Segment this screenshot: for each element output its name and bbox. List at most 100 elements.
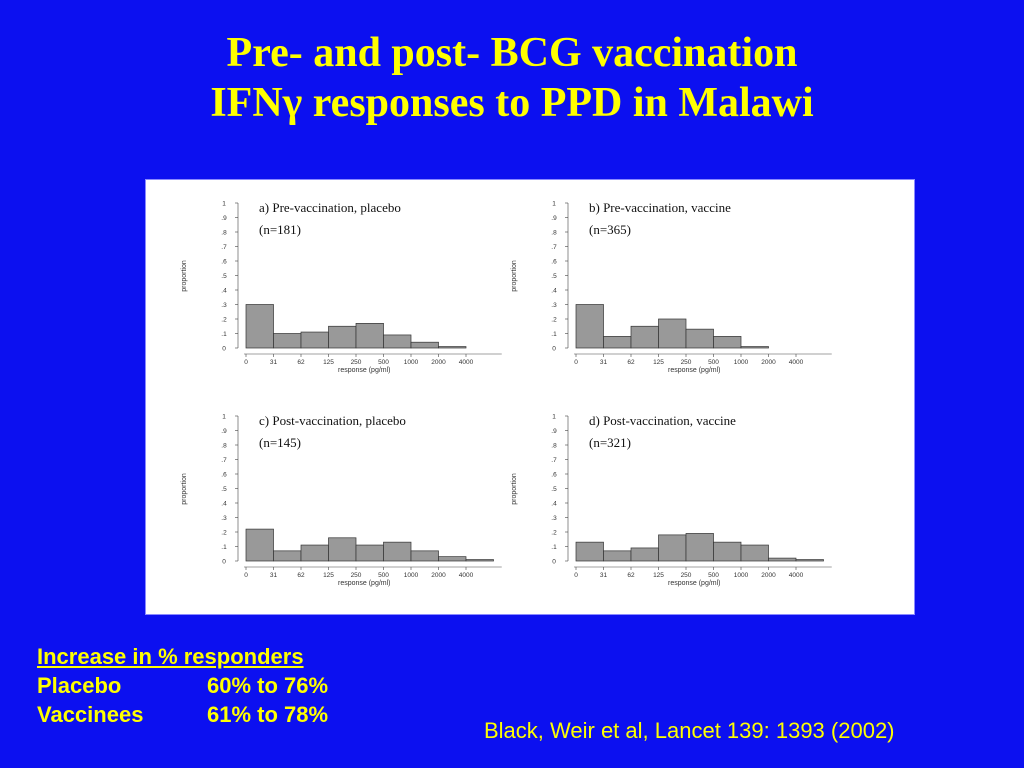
y-tick-label: .3 bbox=[221, 515, 227, 522]
panel-subtitle: (n=181) bbox=[259, 222, 301, 237]
x-tick-label: 2000 bbox=[431, 359, 446, 366]
summary-label-vaccinees: Vaccinees bbox=[37, 702, 144, 727]
summary-value-vaccinees: 61% to 78% bbox=[207, 702, 329, 727]
x-tick-label: 250 bbox=[351, 359, 362, 366]
x-tick-label: 500 bbox=[708, 572, 719, 579]
y-tick-label: .1 bbox=[551, 331, 557, 338]
bar bbox=[355, 544, 384, 562]
panel-2: 0 .1 .2 .3 .4 .5 .6 .7 .8 .9 1 proportion 0 31 62 125 25… bbox=[511, 200, 832, 374]
slide-title-line2: IFNγ responses to PPD in Malawi bbox=[210, 80, 814, 126]
y-tick-label: .8 bbox=[221, 443, 227, 450]
bar bbox=[575, 304, 604, 349]
y-tick-label: .5 bbox=[551, 273, 557, 280]
x-tick-label: 500 bbox=[378, 572, 389, 579]
bar bbox=[658, 534, 687, 562]
x-tick-label: 62 bbox=[627, 359, 635, 366]
bar bbox=[410, 341, 439, 349]
y-tick-label: .5 bbox=[221, 486, 227, 493]
x-tick-label: 4000 bbox=[789, 572, 804, 579]
y-axis-label: proportion bbox=[511, 473, 518, 505]
summary-row-placebo: Placebo 60% to 76% bbox=[37, 671, 328, 700]
y-tick-label: .3 bbox=[551, 302, 557, 309]
y-tick-label: 0 bbox=[552, 559, 556, 566]
y-tick-label: .4 bbox=[221, 288, 227, 295]
y-tick-label: .8 bbox=[551, 230, 557, 237]
y-tick-label: 1 bbox=[222, 201, 226, 208]
x-tick-label: 500 bbox=[378, 359, 389, 366]
y-tick-label: .7 bbox=[221, 244, 227, 251]
histogram-panels: 0 .1 .2 .3 .4 .5 .6 .7 .8 .9 1 proportion 0 31 62 125 25… bbox=[181, 200, 832, 587]
y-tick-label: .6 bbox=[551, 472, 557, 479]
citation: Black, Weir et al, Lancet 139: 1393 (200… bbox=[484, 718, 895, 743]
panel-1: 0 .1 .2 .3 .4 .5 .6 .7 .8 .9 1 proportion 0 31 62 125 25… bbox=[181, 200, 502, 374]
bar bbox=[740, 346, 769, 349]
bar bbox=[328, 537, 357, 562]
bar bbox=[603, 550, 632, 562]
x-tick-label: 62 bbox=[297, 359, 305, 366]
summary-heading: Increase in % responders bbox=[37, 644, 304, 669]
y-tick-label: .9 bbox=[221, 215, 227, 222]
y-tick-label: .3 bbox=[221, 302, 227, 309]
x-axis-label: response (pg/ml) bbox=[338, 580, 391, 587]
y-tick-label: .2 bbox=[221, 317, 227, 324]
bar bbox=[328, 325, 357, 349]
x-tick-label: 62 bbox=[627, 572, 635, 579]
x-axis-label: response (pg/ml) bbox=[668, 580, 721, 587]
histogram-figure: 0 .1 .2 .3 .4 .5 .6 .7 .8 .9 1 proportion 0 31 62 125 25… bbox=[145, 179, 915, 615]
y-tick-label: .4 bbox=[551, 501, 557, 508]
x-tick-label: 2000 bbox=[431, 572, 446, 579]
y-tick-label: .2 bbox=[551, 317, 557, 324]
bar bbox=[740, 544, 769, 562]
y-tick-label: .2 bbox=[221, 530, 227, 537]
x-tick-label: 31 bbox=[600, 572, 608, 579]
x-tick-label: 0 bbox=[574, 359, 578, 366]
y-tick-label: .7 bbox=[221, 457, 227, 464]
y-tick-label: .1 bbox=[221, 544, 227, 551]
bar bbox=[383, 541, 412, 562]
panel-subtitle: (n=145) bbox=[259, 435, 301, 450]
x-tick-label: 250 bbox=[351, 572, 362, 579]
bar bbox=[768, 557, 797, 562]
bar bbox=[383, 334, 412, 349]
y-tick-label: .9 bbox=[551, 428, 557, 435]
y-axis-label: proportion bbox=[181, 473, 188, 505]
y-tick-label: .5 bbox=[221, 273, 227, 280]
x-tick-label: 2000 bbox=[761, 572, 776, 579]
y-tick-label: .4 bbox=[221, 501, 227, 508]
bar bbox=[685, 533, 714, 562]
x-tick-label: 2000 bbox=[761, 359, 776, 366]
x-tick-label: 0 bbox=[244, 572, 248, 579]
bar bbox=[713, 541, 742, 562]
x-tick-label: 31 bbox=[270, 572, 278, 579]
x-tick-label: 1000 bbox=[404, 359, 419, 366]
x-tick-label: 125 bbox=[323, 359, 334, 366]
y-tick-label: .6 bbox=[221, 472, 227, 479]
panel-title: a) Pre-vaccination, placebo bbox=[259, 200, 401, 215]
panel-subtitle: (n=365) bbox=[589, 222, 631, 237]
x-tick-label: 250 bbox=[681, 572, 692, 579]
x-tick-label: 4000 bbox=[459, 359, 474, 366]
bar bbox=[465, 559, 494, 562]
y-tick-label: .8 bbox=[551, 443, 557, 450]
x-tick-label: 0 bbox=[244, 359, 248, 366]
x-tick-label: 31 bbox=[600, 359, 608, 366]
x-axis-label: response (pg/ml) bbox=[668, 367, 721, 374]
bar bbox=[300, 544, 329, 562]
y-tick-label: .4 bbox=[551, 288, 557, 295]
y-tick-label: .6 bbox=[551, 259, 557, 266]
x-tick-label: 4000 bbox=[789, 359, 804, 366]
panel-title: c) Post-vaccination, placebo bbox=[259, 413, 406, 428]
bar bbox=[603, 336, 632, 349]
bar bbox=[438, 556, 467, 562]
summary-row-vaccinees: Vaccinees 61% to 78% bbox=[37, 700, 328, 729]
summary-label-placebo: Placebo bbox=[37, 673, 122, 698]
bar bbox=[575, 541, 604, 562]
bar bbox=[795, 559, 824, 562]
y-axis-label: proportion bbox=[511, 260, 518, 292]
y-tick-label: .9 bbox=[551, 215, 557, 222]
bar bbox=[630, 547, 659, 562]
panel-title: d) Post-vaccination, vaccine bbox=[589, 413, 736, 428]
panel-title: b) Pre-vaccination, vaccine bbox=[589, 200, 731, 215]
y-tick-label: 1 bbox=[552, 414, 556, 421]
bar bbox=[273, 333, 302, 349]
